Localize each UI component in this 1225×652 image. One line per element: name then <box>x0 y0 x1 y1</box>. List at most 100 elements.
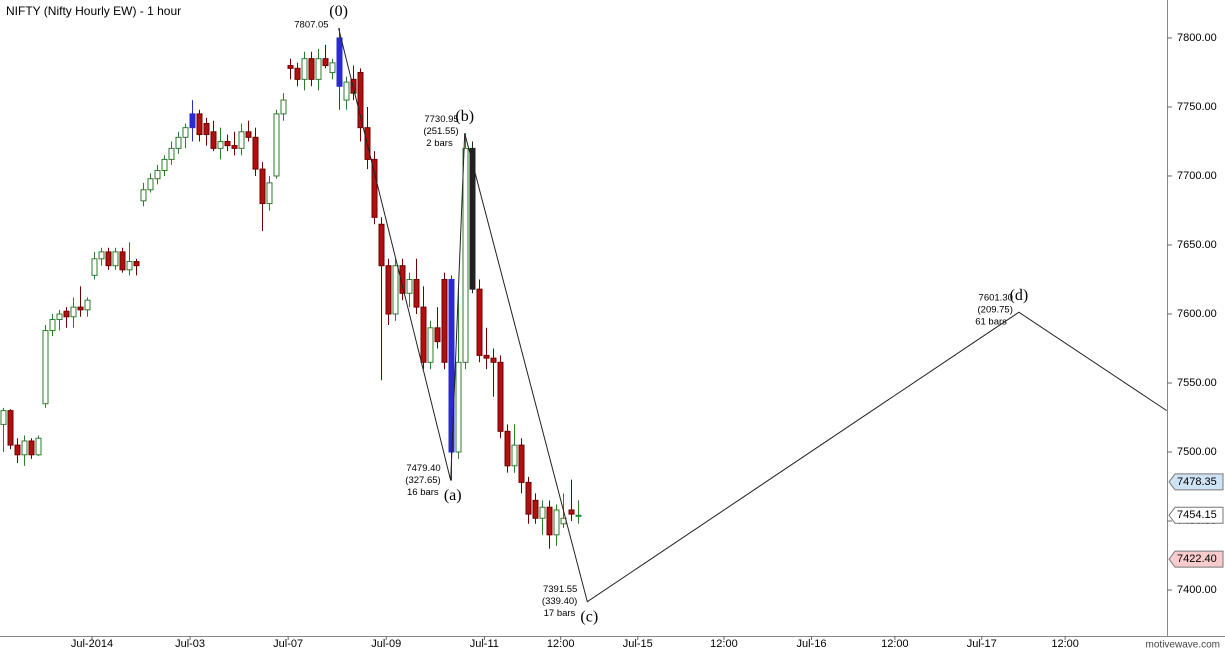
watermark: motivewave.com <box>1146 640 1220 651</box>
candle-body <box>7 410 14 446</box>
candle-body <box>553 509 560 536</box>
y-tick-label: 7750.00 <box>1177 101 1217 113</box>
wave-bars: 2 bars <box>426 138 453 149</box>
candle-body <box>98 251 105 260</box>
candle-body <box>455 361 462 453</box>
wave-change: (327.65) <box>405 475 440 486</box>
candle-body <box>378 223 385 267</box>
candle-body <box>518 444 525 483</box>
candle-body <box>63 310 70 318</box>
candle-body <box>336 37 343 87</box>
candle-body <box>0 410 7 425</box>
candle-body <box>196 113 203 136</box>
candle-body <box>294 67 301 80</box>
candle-body <box>427 327 434 363</box>
candle-body <box>273 113 280 177</box>
candle-body <box>203 123 210 136</box>
candle-body <box>441 278 448 363</box>
candle-body <box>56 313 63 321</box>
wave-bars: 16 bars <box>407 487 439 498</box>
candle-body <box>568 509 575 515</box>
x-tick-label: 12:00 <box>710 638 738 650</box>
candle-body <box>84 299 91 311</box>
wave-name: (a) <box>444 487 462 504</box>
wave-name: (d) <box>1010 287 1029 304</box>
candle-body <box>280 99 287 115</box>
candle-body <box>371 158 378 218</box>
x-tick-label: Jul-16 <box>797 638 827 650</box>
candle-body <box>266 182 273 205</box>
candle-body <box>35 437 42 456</box>
candle-body <box>315 58 322 80</box>
y-tick-label: 7400.00 <box>1177 584 1217 596</box>
candle-body <box>420 306 427 363</box>
x-tick-label: Jul-09 <box>371 638 401 650</box>
candle-body <box>539 506 546 519</box>
candle-body <box>21 440 28 456</box>
candle-body <box>308 58 315 80</box>
wave-bars: 17 bars <box>544 608 576 619</box>
wave-change: (251.55) <box>423 126 458 137</box>
candle-body <box>301 58 308 80</box>
x-tick-label: 12:00 <box>881 638 909 650</box>
x-tick-label: Jul-03 <box>175 638 205 650</box>
wave-name: (0) <box>329 3 348 20</box>
candle-body <box>182 127 189 138</box>
wave-bars: 61 bars <box>975 317 1007 328</box>
wave-price: 7730.95 <box>424 114 458 125</box>
price-marker-label: 7422.40 <box>1177 553 1217 565</box>
candle-body <box>105 251 112 267</box>
y-tick-label: 7700.00 <box>1177 170 1217 182</box>
candle-body <box>14 444 21 456</box>
candle-body <box>147 178 154 191</box>
wave-name: (b) <box>455 108 474 125</box>
candle-body <box>112 251 119 267</box>
candle-body <box>504 430 511 467</box>
candle-body <box>490 357 497 363</box>
candle-body <box>245 131 252 138</box>
candle-body <box>28 440 35 456</box>
x-tick-label: Jul-2014 <box>71 638 113 650</box>
candle-body <box>42 330 49 405</box>
candle-body <box>161 158 168 171</box>
candle-body <box>210 131 217 149</box>
wave-price: 7479.40 <box>406 463 440 474</box>
x-tick-label: Jul-11 <box>470 638 499 650</box>
candle-body <box>49 319 56 332</box>
candle-body <box>322 58 329 67</box>
y-tick-label: 7650.00 <box>1177 239 1217 251</box>
candle-body <box>189 113 196 129</box>
candle-body <box>385 265 392 315</box>
candle-body <box>168 147 175 160</box>
wave-price: 7601.30 <box>979 293 1013 304</box>
candle-body <box>154 169 161 180</box>
wave-price: 7807.05 <box>294 20 328 31</box>
wave-price: 7391.55 <box>543 584 577 595</box>
y-tick-label: 7500.00 <box>1177 446 1217 458</box>
x-tick-label: 12:00 <box>547 638 575 650</box>
x-tick-label: Jul-07 <box>273 638 303 650</box>
candle-body <box>343 81 350 101</box>
candle-body <box>140 189 147 202</box>
candle-body <box>392 265 399 315</box>
candle-body <box>406 278 413 294</box>
candle-body <box>462 147 469 363</box>
x-tick-label: 12:00 <box>1051 638 1079 650</box>
wave-line <box>338 28 1167 603</box>
y-tick-label: 7600.00 <box>1177 308 1217 320</box>
candle-body <box>546 506 553 536</box>
price-marker <box>1168 473 1224 491</box>
candle-body <box>231 145 238 149</box>
x-tick-label: Jul-17 <box>967 638 997 650</box>
candle-body <box>434 327 441 343</box>
price-marker <box>1168 550 1224 568</box>
y-tick-label: 7800.00 <box>1177 32 1217 44</box>
candle-body <box>238 131 245 149</box>
candle-body <box>126 261 133 271</box>
candle-body <box>70 306 77 318</box>
price-marker-label: 7454.15 <box>1177 509 1217 521</box>
wave-change: (339.40) <box>542 596 577 607</box>
wave-name: (c) <box>580 608 598 625</box>
candle-body <box>259 168 266 205</box>
